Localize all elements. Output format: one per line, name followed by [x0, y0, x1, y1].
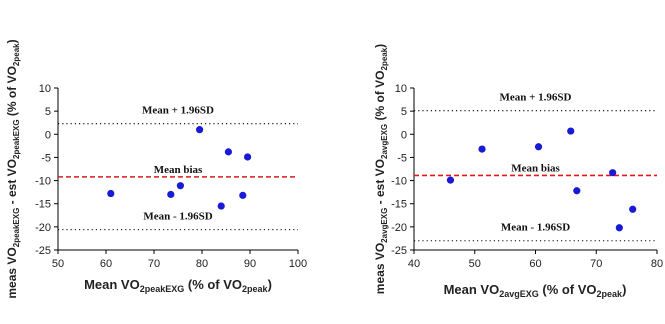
y-tick-label: 0 [45, 129, 51, 141]
x-tick-label: 60 [529, 258, 541, 270]
y-tick-label: 10 [395, 83, 407, 95]
data-point [615, 224, 623, 232]
y-tick-label: 5 [401, 106, 407, 118]
data-point [239, 191, 247, 199]
data-point [176, 182, 184, 190]
lower-loa-label: Mean - 1.96SD [143, 211, 212, 223]
x-tick-label: 80 [651, 258, 663, 270]
data-point [167, 190, 175, 199]
x-tick-label: 70 [148, 258, 160, 270]
x-axis-label: Mean VO2peakEXG (% of VO2peak) [84, 277, 272, 294]
data-point [567, 127, 575, 135]
y-tick-label: -10 [35, 176, 51, 188]
y-tick-label: 5 [45, 106, 51, 118]
x-tick-label: 50 [469, 258, 481, 270]
y-tick-label: -15 [35, 199, 51, 211]
upper-loa-label: Mean + 1.96SD [500, 92, 572, 104]
y-axis-label: meas VO2peakEXG - est VO2peakEXG (% of V… [5, 39, 21, 298]
data-point [573, 187, 581, 195]
x-tick-label: 50 [52, 258, 64, 270]
lower-loa-label: Mean - 1.96SD [501, 222, 570, 234]
x-tick-label: 60 [100, 258, 112, 270]
x-axis-label: Mean VO2avgEXG (% of VO2peak) [444, 282, 627, 299]
data-point [534, 143, 543, 151]
x-tick-label: 70 [590, 258, 602, 270]
mean-bias-label: Mean bias [154, 164, 203, 176]
x-tick-label: 90 [244, 258, 256, 270]
x-tick-label: 100 [289, 258, 307, 270]
y-tick-label: -20 [391, 222, 407, 234]
y-tick-label: 10 [39, 83, 51, 95]
data-point [217, 202, 225, 210]
y-tick-label: -10 [391, 176, 407, 188]
data-point [107, 189, 115, 198]
data-point [196, 126, 204, 134]
data-point [244, 153, 252, 161]
x-tick-label: 40 [408, 258, 420, 270]
y-tick-label: -5 [397, 152, 407, 164]
mean-bias-label: Mean bias [511, 162, 560, 174]
data-point [446, 176, 455, 184]
y-tick-label: -25 [35, 245, 51, 257]
y-tick-label: -5 [41, 152, 51, 164]
y-tick-label: -20 [35, 222, 51, 234]
data-point [478, 145, 486, 153]
y-axis-label: meas VO2avgEXG - est VO2avgEXG (% of VO2… [373, 44, 389, 294]
y-tick-label: 0 [401, 129, 407, 141]
data-point [629, 205, 637, 213]
y-tick-label: -15 [391, 199, 407, 211]
x-tick-label: 80 [196, 258, 208, 270]
data-point [224, 148, 232, 156]
upper-loa-label: Mean + 1.96SD [142, 105, 214, 117]
y-tick-label: -25 [391, 245, 407, 257]
data-point [609, 169, 617, 177]
